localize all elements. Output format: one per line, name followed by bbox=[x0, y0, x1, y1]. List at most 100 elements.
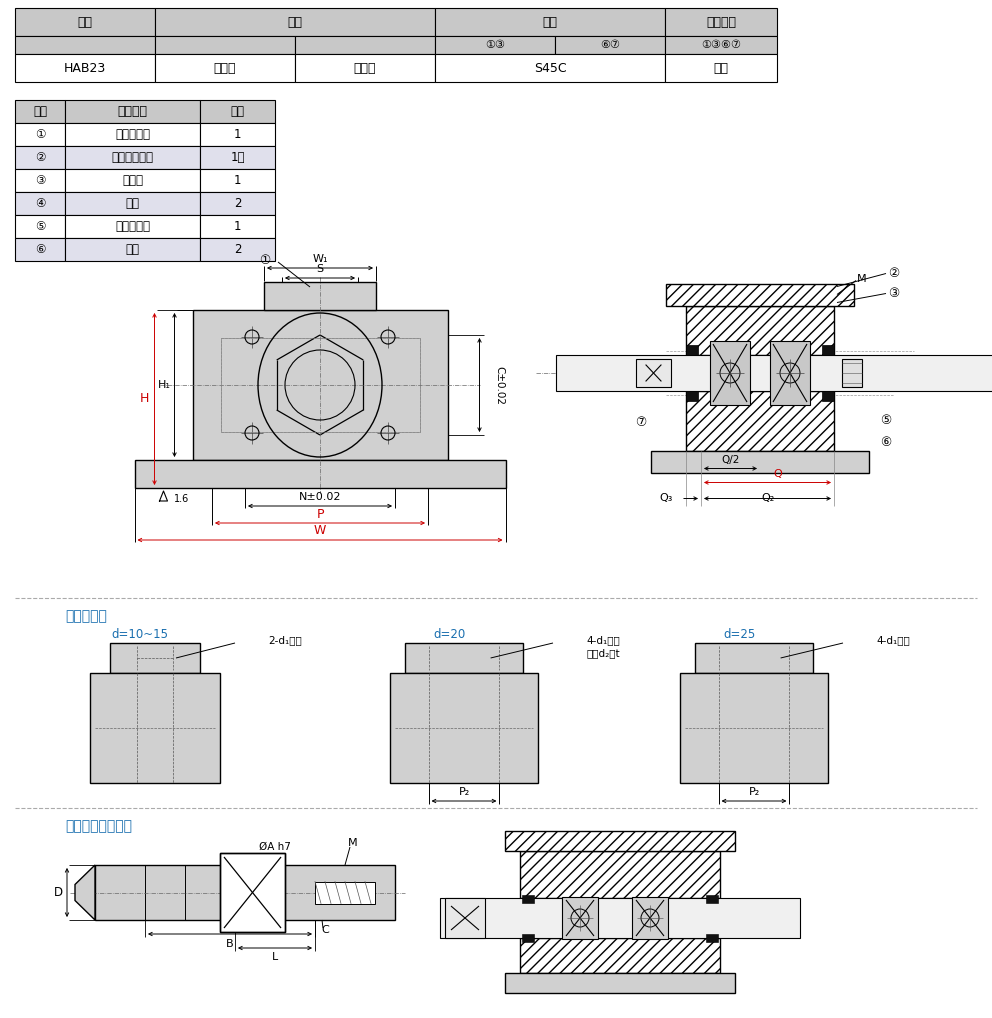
Text: 轴承固定座: 轴承固定座 bbox=[115, 128, 150, 142]
Text: 2: 2 bbox=[234, 197, 241, 210]
Text: ⑤: ⑤ bbox=[35, 220, 46, 233]
Text: 代码: 代码 bbox=[77, 15, 92, 29]
Bar bbox=[435, 8, 665, 36]
Text: ⑥: ⑥ bbox=[35, 243, 46, 256]
Bar bbox=[15, 54, 155, 82]
Bar bbox=[15, 238, 65, 261]
Text: Q₂: Q₂ bbox=[761, 494, 774, 504]
Bar bbox=[710, 341, 750, 405]
Bar bbox=[200, 215, 275, 238]
Bar bbox=[440, 898, 800, 938]
Text: 代号: 代号 bbox=[33, 105, 47, 118]
Text: ⑥: ⑥ bbox=[880, 436, 892, 449]
Text: 轴承盖: 轴承盖 bbox=[122, 174, 143, 187]
Bar bbox=[665, 8, 777, 36]
Text: 轴环: 轴环 bbox=[126, 197, 140, 210]
Bar bbox=[686, 345, 698, 355]
Text: 安装孔形状: 安装孔形状 bbox=[65, 609, 107, 623]
Bar bbox=[842, 359, 862, 387]
Text: ③: ③ bbox=[889, 287, 900, 300]
Text: d=20: d=20 bbox=[433, 628, 465, 641]
Bar bbox=[651, 451, 869, 472]
Text: Q/2: Q/2 bbox=[721, 454, 740, 464]
Bar bbox=[65, 100, 200, 123]
Bar bbox=[220, 853, 285, 932]
Bar bbox=[220, 853, 285, 932]
Bar bbox=[520, 851, 720, 898]
Bar bbox=[200, 238, 275, 261]
Bar bbox=[220, 338, 420, 432]
Text: d=25: d=25 bbox=[723, 628, 755, 641]
Bar bbox=[155, 54, 295, 82]
Bar bbox=[15, 169, 65, 192]
Bar bbox=[505, 831, 735, 851]
Text: 2: 2 bbox=[234, 243, 241, 256]
Bar bbox=[295, 54, 435, 82]
Text: ④: ④ bbox=[35, 197, 46, 210]
Text: 1: 1 bbox=[234, 220, 241, 233]
Text: 参考轴端加工尺寸: 参考轴端加工尺寸 bbox=[65, 819, 132, 833]
Bar bbox=[65, 169, 200, 192]
Text: 材质: 材质 bbox=[543, 15, 558, 29]
Text: M: M bbox=[857, 274, 867, 283]
Bar bbox=[15, 215, 65, 238]
Bar bbox=[135, 460, 506, 488]
Bar bbox=[15, 146, 65, 169]
Text: 类型: 类型 bbox=[288, 15, 303, 29]
Bar bbox=[200, 169, 275, 192]
Text: L: L bbox=[272, 952, 278, 962]
Bar bbox=[522, 895, 534, 903]
Bar bbox=[695, 643, 813, 673]
Text: H: H bbox=[140, 393, 149, 405]
Polygon shape bbox=[75, 865, 95, 920]
Bar bbox=[15, 123, 65, 146]
Text: 4-d₁通孔: 4-d₁通孔 bbox=[876, 635, 910, 645]
Bar bbox=[435, 54, 665, 82]
Bar bbox=[556, 355, 992, 391]
Text: ①: ① bbox=[35, 128, 46, 142]
Bar bbox=[686, 391, 698, 401]
Bar bbox=[666, 283, 854, 305]
Text: W₁: W₁ bbox=[312, 254, 327, 264]
Bar bbox=[15, 8, 155, 36]
Text: d=10~15: d=10~15 bbox=[111, 628, 169, 641]
Text: Q₃: Q₃ bbox=[660, 494, 673, 504]
Bar bbox=[522, 934, 534, 942]
Text: B: B bbox=[226, 939, 234, 949]
Text: S45C: S45C bbox=[534, 61, 566, 74]
Bar bbox=[200, 123, 275, 146]
Bar bbox=[155, 8, 435, 36]
Text: 零件名称: 零件名称 bbox=[117, 105, 148, 118]
Text: ⑤: ⑤ bbox=[880, 414, 892, 427]
Text: 数量: 数量 bbox=[230, 105, 244, 118]
Text: 1对: 1对 bbox=[230, 151, 245, 164]
Bar bbox=[706, 895, 718, 903]
Text: 发黑: 发黑 bbox=[713, 61, 728, 74]
Bar bbox=[822, 391, 834, 401]
Bar bbox=[15, 100, 65, 123]
Text: P: P bbox=[316, 508, 323, 520]
Bar bbox=[520, 938, 720, 973]
Text: Q: Q bbox=[773, 468, 782, 478]
Bar bbox=[562, 897, 598, 939]
Text: ③: ③ bbox=[35, 174, 46, 187]
Bar bbox=[665, 36, 777, 54]
Bar bbox=[390, 673, 538, 783]
Bar bbox=[192, 310, 447, 460]
Text: N±0.02: N±0.02 bbox=[299, 492, 341, 502]
Text: S: S bbox=[316, 264, 323, 274]
Text: P₂: P₂ bbox=[458, 787, 469, 797]
Text: D: D bbox=[54, 886, 63, 899]
Text: ⑥⑦: ⑥⑦ bbox=[600, 40, 620, 50]
Bar bbox=[65, 146, 200, 169]
Bar bbox=[665, 54, 777, 82]
Text: 1: 1 bbox=[234, 128, 241, 142]
Bar bbox=[65, 192, 200, 215]
Text: ⑦: ⑦ bbox=[635, 416, 647, 430]
Bar bbox=[95, 865, 395, 920]
Text: 标准型: 标准型 bbox=[213, 61, 236, 74]
Bar bbox=[65, 215, 200, 238]
Bar bbox=[636, 359, 671, 387]
Text: ②: ② bbox=[889, 267, 900, 280]
Bar bbox=[200, 100, 275, 123]
